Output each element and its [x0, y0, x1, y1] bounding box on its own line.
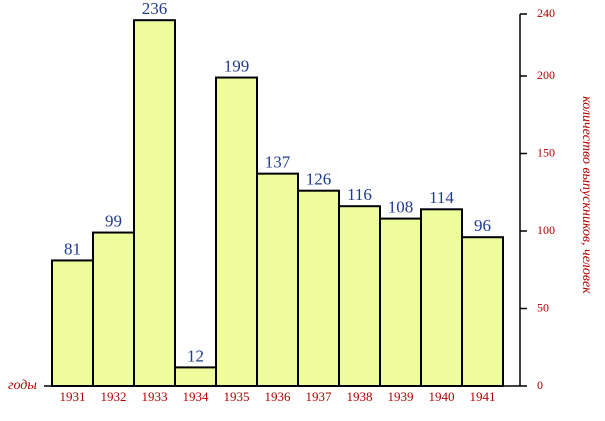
y-tick-label: 0 — [537, 378, 543, 392]
bar — [338, 205, 381, 387]
bar — [51, 259, 94, 388]
value-label: 137 — [265, 153, 291, 172]
value-label: 99 — [105, 211, 122, 230]
value-label: 12 — [187, 346, 204, 365]
value-label: 108 — [388, 198, 414, 217]
x-tick-label: 1940 — [429, 389, 455, 404]
value-label: 114 — [429, 188, 454, 207]
x-tick-label: 1935 — [224, 389, 250, 404]
x-tick-label: 1941 — [470, 389, 496, 404]
bar — [174, 366, 217, 387]
bar — [420, 208, 463, 387]
x-tick-label: 1938 — [347, 389, 373, 404]
value-label: 96 — [474, 216, 491, 235]
x-tick-label: 1936 — [265, 389, 292, 404]
value-label: 81 — [64, 239, 81, 258]
value-label: 126 — [306, 170, 332, 189]
y-tick-label: 50 — [537, 300, 549, 314]
x-tick-label: 1933 — [142, 389, 168, 404]
bar — [133, 19, 176, 387]
value-label: 199 — [224, 56, 250, 75]
x-tick-label: 1932 — [101, 389, 127, 404]
y-tick-label: 150 — [537, 145, 555, 159]
bar — [297, 189, 340, 387]
x-tick-label: 1937 — [306, 389, 333, 404]
y-tick-label: 200 — [537, 68, 555, 82]
bar — [379, 217, 422, 387]
y-tick-label: 240 — [537, 6, 555, 20]
y-axis-label: количество выпускников, человек — [579, 96, 594, 294]
bar — [92, 231, 135, 387]
y-tick-label: 100 — [537, 223, 555, 237]
bar — [215, 76, 258, 388]
bar — [256, 172, 299, 387]
x-tick-label: 1934 — [183, 389, 210, 404]
x-tick-label: 1931 — [60, 389, 86, 404]
value-label: 236 — [142, 0, 168, 18]
x-tick-label: 1939 — [388, 389, 414, 404]
bar — [461, 236, 504, 387]
x-axis-label: годы — [8, 378, 37, 393]
value-label: 116 — [347, 185, 372, 204]
